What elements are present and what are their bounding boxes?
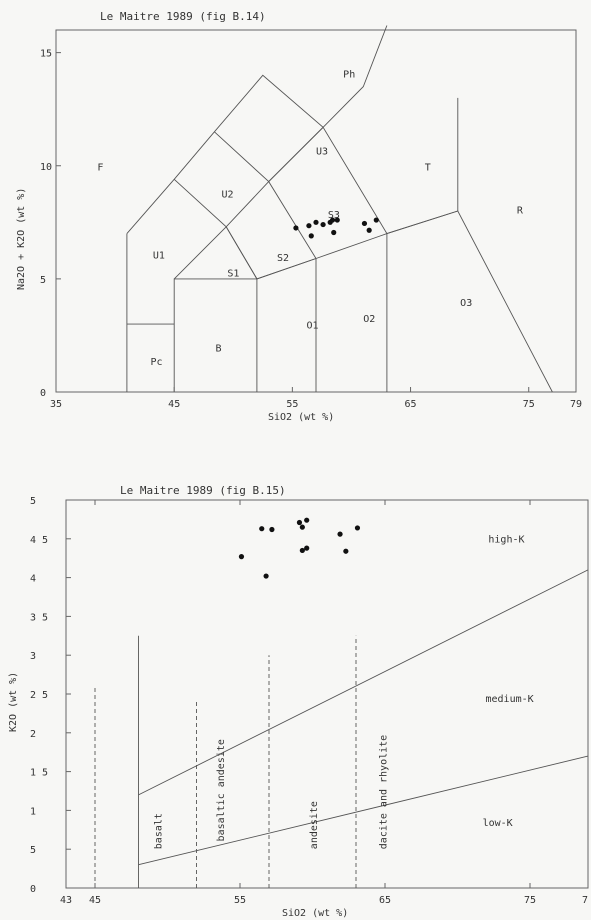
tas-sample-point bbox=[334, 217, 340, 223]
k2o-y-tick-label: 1 bbox=[30, 806, 36, 817]
k2o-x-axis-label: SiO2 (wt %) bbox=[282, 908, 348, 919]
k2o-sample-point bbox=[304, 545, 310, 551]
tas-sample-point bbox=[320, 221, 326, 228]
k2o-y-tick-label: 4 bbox=[30, 574, 36, 585]
k2o-field-labels: high-K medium-K low-K basalt basaltic andesi… bbox=[154, 535, 534, 850]
k2o-sample-point bbox=[269, 526, 275, 533]
k2o-y-tick-label: 4 5 bbox=[30, 535, 48, 546]
k2o-field-label: low-K bbox=[483, 818, 513, 829]
k2o-sample-point bbox=[238, 554, 245, 560]
tas-field-label: F bbox=[97, 162, 103, 173]
medium-high-k-boundary bbox=[138, 569, 589, 796]
k2o-sample-point bbox=[299, 547, 305, 554]
tas-field-label: O3 bbox=[460, 298, 472, 309]
k2o-sample-point bbox=[299, 524, 305, 530]
tas-axis-ticks: 35 45 55 65 75 79 0 5 10 15 bbox=[40, 49, 582, 410]
tas-sample-point bbox=[306, 223, 312, 229]
tas-x-tick-label: 79 bbox=[570, 399, 582, 410]
k2o-sample-point bbox=[296, 519, 303, 526]
tas-sample-point bbox=[361, 220, 368, 227]
tas-boundary-line bbox=[214, 131, 317, 392]
tas-x-axis-label: SiO2 (wt %) bbox=[268, 412, 334, 423]
tas-sample-point bbox=[366, 227, 372, 233]
k2o-rock-name: basaltic andesite bbox=[216, 739, 227, 841]
k2o-x-tick-label: 65 bbox=[379, 895, 391, 906]
k2o-y-tick-label: 1 5 bbox=[30, 768, 48, 779]
tas-sample-point bbox=[329, 217, 336, 223]
k2o-sample-point bbox=[337, 531, 343, 537]
tas-sample-point bbox=[331, 229, 337, 236]
k2o-y-tick-label: 3 bbox=[30, 651, 36, 662]
tas-boundary-line bbox=[126, 74, 553, 393]
k2o-y-axis-label: K2O (wt %) bbox=[8, 672, 19, 732]
k2o-x-tick-label: 75 bbox=[524, 895, 536, 906]
k2o-y-tick-label: 2 5 bbox=[30, 690, 48, 701]
tas-field-label: Pc bbox=[151, 357, 163, 368]
k2o-sample-point bbox=[263, 573, 269, 579]
tas-field-label: U2 bbox=[221, 189, 233, 200]
tas-field-label: R bbox=[517, 205, 524, 216]
tas-y-tick-label: 5 bbox=[40, 275, 46, 286]
k2o-x-tick-label: 43 bbox=[60, 895, 72, 906]
k2o-field-label: high-K bbox=[488, 535, 524, 546]
tas-boundary-line bbox=[173, 278, 258, 392]
k2o-sample-point bbox=[259, 526, 265, 532]
tas-field-label: U3 bbox=[316, 146, 328, 157]
tas-sample-point bbox=[293, 225, 299, 231]
k2o-y-tick-label: 0 bbox=[30, 884, 36, 895]
tas-y-axis-label: Na2O + K2O (wt %) bbox=[16, 188, 27, 290]
tas-field-label: T bbox=[425, 162, 431, 173]
tas-sample-point bbox=[373, 217, 379, 223]
k2o-title: Le Maitre 1989 (fig B.15) bbox=[120, 484, 286, 497]
k2o-sample-point bbox=[354, 525, 361, 531]
tas-title: Le Maitre 1989 (fig B.14) bbox=[100, 10, 266, 23]
tas-field-label: S1 bbox=[227, 269, 239, 280]
tas-field-label: U1 bbox=[153, 251, 165, 262]
tas-field-label: S2 bbox=[277, 253, 289, 264]
k2o-sample-point bbox=[304, 517, 310, 523]
tas-sample-point bbox=[313, 219, 319, 225]
k2o-series-boundaries bbox=[94, 569, 589, 888]
tas-field-label: O1 bbox=[307, 321, 319, 332]
tas-boundary-line bbox=[256, 258, 317, 280]
tas-y-tick-label: 10 bbox=[40, 162, 52, 173]
k2o-field-label: medium-K bbox=[486, 694, 534, 705]
tas-x-tick-label: 65 bbox=[405, 399, 417, 410]
k2o-silica-diagram: Le Maitre 1989 (fig B.15) 43 45 55 65 75 7051… bbox=[8, 484, 589, 919]
tas-boundary-line bbox=[268, 126, 324, 182]
tas-field-label: B bbox=[216, 343, 222, 354]
tas-x-tick-label: 55 bbox=[286, 399, 298, 410]
tas-y-tick-label: 15 bbox=[40, 49, 52, 60]
tas-field-label: S3 bbox=[328, 210, 340, 221]
tas-x-tick-label: 75 bbox=[523, 399, 535, 410]
k2o-y-tick-label: 3 5 bbox=[30, 612, 48, 623]
k2o-axis-ticks: 43 45 55 65 75 7 0 5 1 1 5 2 2 5 3 3 5 4 4 5 5 bbox=[30, 496, 589, 906]
k2o-rock-name: dacite and rhyolite bbox=[378, 735, 389, 849]
k2o-y-tick-label: 5 bbox=[30, 496, 36, 507]
k2o-rock-name: basalt bbox=[154, 813, 165, 849]
k2o-sample-point bbox=[343, 548, 349, 554]
k2o-sample-points bbox=[238, 517, 361, 579]
tas-field-boundaries bbox=[126, 25, 553, 393]
tas-field-labels: F Ph U3 T U2 S3 R U1 S1 S2 O1 O2 O3 Pc B bbox=[97, 70, 524, 368]
tas-diagram: Le Maitre 1989 (fig B.14) 35 45 55 65 75 79 0 5… bbox=[16, 10, 582, 423]
k2o-x-tick-label: 45 bbox=[89, 895, 101, 906]
tas-sample-points bbox=[293, 217, 379, 239]
k2o-x-tick-label: 55 bbox=[234, 895, 246, 906]
tas-field-label: Ph bbox=[343, 70, 355, 81]
k2o-rock-name: andesite bbox=[309, 801, 320, 849]
tas-sample-point bbox=[308, 233, 314, 239]
tas-x-tick-label: 35 bbox=[50, 399, 62, 410]
tas-boundary-line bbox=[225, 226, 258, 280]
tas-y-tick-label: 0 bbox=[40, 388, 46, 399]
k2o-x-tick-label: 7 bbox=[582, 895, 588, 906]
k2o-y-tick-label: 2 bbox=[30, 729, 36, 740]
tas-field-label: O2 bbox=[363, 314, 375, 325]
k2o-y-tick-label: 5 bbox=[30, 845, 36, 856]
tas-boundary-line bbox=[173, 25, 388, 280]
tas-x-tick-label: 45 bbox=[168, 399, 180, 410]
low-medium-k-boundary bbox=[138, 755, 589, 866]
